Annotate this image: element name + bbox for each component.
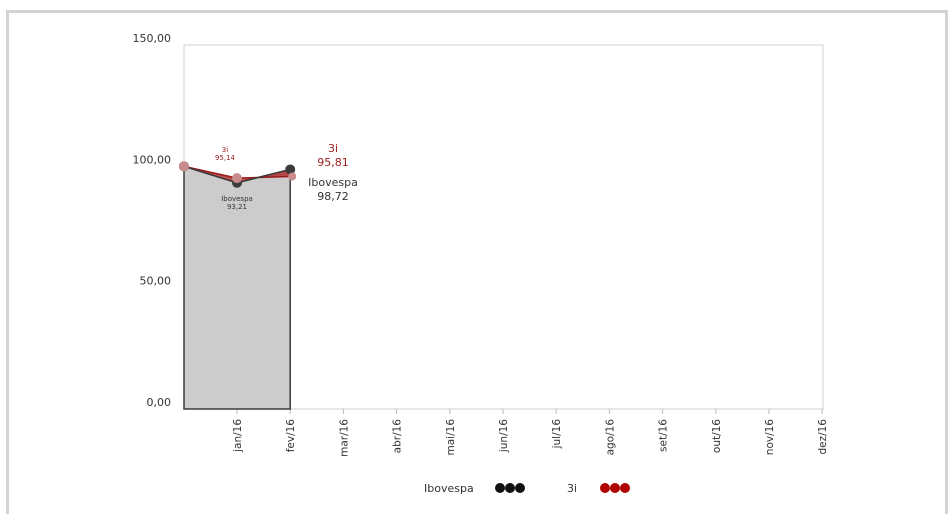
y-tick-label: 0,00 <box>147 396 172 409</box>
x-tick-label: ago/16 <box>604 419 616 456</box>
series-layer <box>179 161 297 410</box>
x-tick-label: abr/16 <box>392 419 404 454</box>
three-i-label-value: 95,14 <box>215 154 236 162</box>
ibovespa-label-name: Ibovespa <box>221 195 253 203</box>
three-i-point <box>179 161 189 172</box>
chart-frame <box>6 10 948 514</box>
legend-marker-ibovespa <box>505 483 515 493</box>
legend-marker-three-i <box>600 483 610 493</box>
x-tick-label: dez/16 <box>817 419 829 455</box>
x-tick-label: jan/16 <box>232 419 244 453</box>
ibovespa-label-name: Ibovespa <box>308 176 358 189</box>
y-axis: 0,00 50,00 100,00 150,00 <box>133 32 172 409</box>
ibovespa-point <box>285 164 296 175</box>
y-tick-label: 50,00 <box>140 275 172 288</box>
legend-marker-ibovespa <box>515 483 525 493</box>
legend-marker-ibovespa <box>495 483 505 493</box>
x-tick-label: nov/16 <box>764 419 776 456</box>
x-tick-label: out/16 <box>711 419 723 453</box>
legend-marker-three-i <box>620 483 630 493</box>
ibovespa-label-value: 93,21 <box>227 203 247 211</box>
legend-label-three-i: 3i <box>567 482 577 495</box>
x-tick-label: fev/16 <box>285 419 297 453</box>
legend-label-ibovespa: Ibovespa <box>424 482 474 495</box>
x-tick-label: set/16 <box>658 419 670 452</box>
three-i-point <box>232 173 242 184</box>
x-tick-label: jul/16 <box>551 419 563 450</box>
three-i-point <box>288 172 297 181</box>
x-tick-label: mar/16 <box>338 419 350 457</box>
x-tick-label: jun/16 <box>498 419 510 453</box>
x-axis: jan/16 fev/16 mar/16 abr/16 mai/16 jun/16 jul/… <box>232 409 829 457</box>
y-tick-label: 150,00 <box>133 32 172 45</box>
three-i-label-name: 3i <box>222 146 228 154</box>
y-tick-label: 100,00 <box>133 153 172 166</box>
three-i-label-name: 3i <box>328 142 338 155</box>
ibovespa-label-value: 98,72 <box>317 190 349 203</box>
legend-marker-three-i <box>610 483 620 493</box>
three-i-label-value: 95,81 <box>317 156 349 169</box>
legend: Ibovespa 3i <box>424 482 630 495</box>
x-tick-label: mai/16 <box>445 419 457 456</box>
